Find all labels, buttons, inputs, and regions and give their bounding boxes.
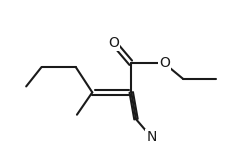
Text: O: O (108, 35, 119, 50)
Text: O: O (159, 56, 170, 70)
Text: N: N (146, 130, 156, 144)
